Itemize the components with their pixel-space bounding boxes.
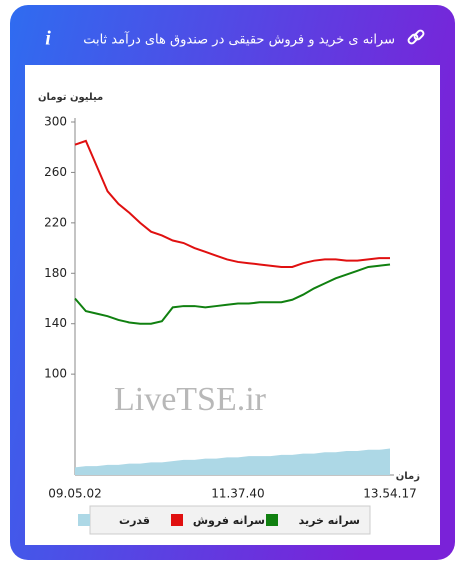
y-tick-label: 180	[44, 266, 67, 280]
legend-label: سرانه خرید	[299, 514, 360, 527]
y-tick-label: 140	[44, 316, 67, 330]
legend-label: سرانه فروش	[193, 514, 265, 527]
legend-swatch	[171, 514, 183, 526]
legend-swatch	[78, 514, 90, 526]
link-icon[interactable]	[407, 29, 425, 45]
x-tick-label: 09.05.02	[48, 487, 101, 501]
y-tick-label: 300	[44, 115, 67, 129]
y-axis-label: میلیون تومان	[38, 92, 103, 103]
area	[75, 448, 390, 475]
info-button[interactable]: i	[45, 28, 51, 50]
legend-label: قدرت	[119, 514, 150, 527]
line	[74, 139, 390, 268]
header-title: سرانه ی خرید و فروش حقیقی در صندوق های د…	[83, 31, 395, 48]
x-axis-label: زمان	[396, 471, 420, 482]
y-tick-label: 260	[44, 165, 67, 179]
y-tick-label: 220	[44, 215, 67, 229]
y-tick-label: 100	[44, 367, 67, 381]
x-tick-label: 13.54.17	[363, 487, 416, 501]
line	[74, 263, 391, 325]
watermark: LiveTSE.ir	[114, 381, 267, 418]
legend-swatch	[266, 514, 278, 526]
legend-box	[89, 505, 371, 535]
x-tick-label: 11.37.40	[211, 487, 264, 501]
